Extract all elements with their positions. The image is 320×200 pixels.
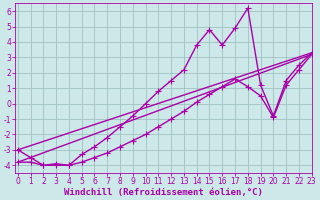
X-axis label: Windchill (Refroidissement éolien,°C): Windchill (Refroidissement éolien,°C) [64, 188, 263, 197]
